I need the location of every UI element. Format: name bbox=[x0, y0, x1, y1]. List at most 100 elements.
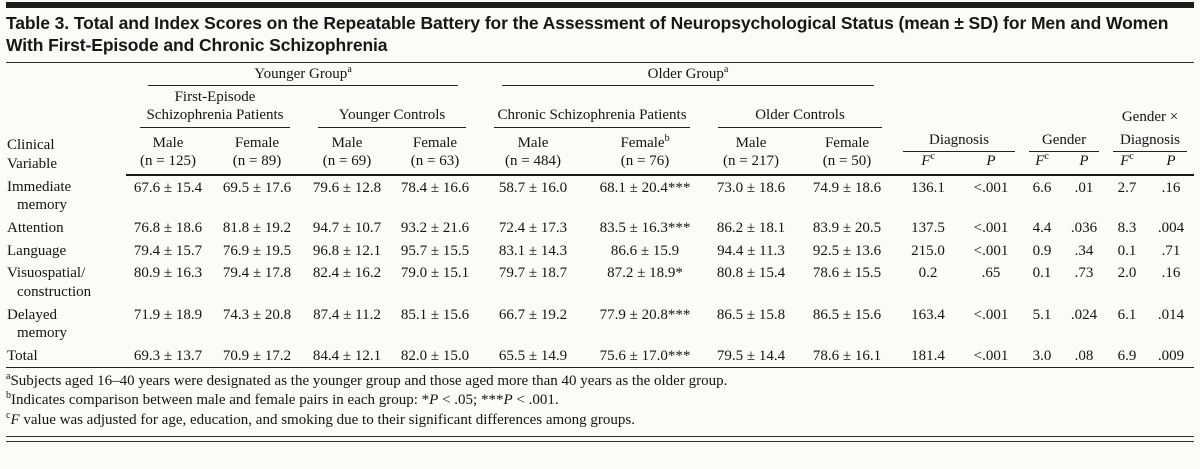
value-cell: 6.1 bbox=[1117, 306, 1137, 323]
value-cell: 79.4 ± 15.7 bbox=[133, 242, 203, 259]
column-header-n: (n = 217) bbox=[704, 151, 799, 177]
column-header-f: Fc bbox=[896, 150, 961, 177]
value-cell: .009 bbox=[1148, 344, 1195, 368]
subgroup-older-controls: Older Controls bbox=[704, 86, 896, 128]
table-row: Total 69.3 ± 13.7 70.9 ± 17.2 84.4 ± 12.1 82… bbox=[6, 344, 1195, 368]
header-spacer bbox=[1022, 86, 1106, 128]
header-spacer bbox=[896, 65, 1194, 86]
column-header-f: Fc bbox=[1022, 151, 1063, 177]
table-row: Delayed memory 71.9 ± 18.9 74.3 ± 20.8 87.4… bbox=[6, 303, 1194, 344]
value-cell: 65.5 ± 14.9 bbox=[480, 344, 587, 368]
footnote-marker-a: a bbox=[347, 63, 352, 75]
group-label: Older Group bbox=[647, 65, 724, 82]
table-body: Immediate memory 67.6 ± 15.4 69.5 ± 17.6 79… bbox=[6, 175, 1195, 368]
value-cell: 86.6 ± 15.9 bbox=[610, 242, 680, 259]
footnote-b: bIndicates comparison between male and f… bbox=[6, 390, 559, 409]
value-cell: 0.1 bbox=[1032, 265, 1052, 282]
value-cell: .08 bbox=[1062, 344, 1107, 368]
table-title: Table 3. Total and Index Scores on the R… bbox=[6, 13, 1169, 56]
value-cell: 76.9 ± 19.5 bbox=[222, 242, 292, 259]
value-cell: 67.6 ± 15.4 bbox=[133, 179, 203, 196]
value-cell: 82.4 ± 16.2 bbox=[312, 265, 382, 282]
value-cell: .34 bbox=[1074, 242, 1094, 259]
column-header-n: (n = 89) bbox=[210, 151, 304, 177]
value-cell: 86.5 ± 15.6 bbox=[812, 306, 882, 323]
column-header-n: (n = 125) bbox=[126, 151, 210, 177]
clinical-variable-header: Clinical Variable bbox=[7, 136, 57, 172]
value-cell: 79.4 ± 17.8 bbox=[222, 265, 292, 282]
column-header-n: (n = 484) bbox=[480, 151, 587, 177]
stat-group-diagnosis: Diagnosis bbox=[896, 128, 1022, 152]
value-cell: 5.1 bbox=[1032, 306, 1052, 323]
row-label: Attention bbox=[7, 219, 64, 236]
value-cell: 0.9 bbox=[1032, 242, 1052, 259]
group-header-row: Younger Groupa Older Groupa bbox=[6, 63, 1194, 87]
table-row: Visuospatial/ construction 80.9 ± 16.3 79.… bbox=[6, 262, 1194, 303]
value-cell: 84.4 ± 12.1 bbox=[304, 344, 390, 368]
value-cell: 79.5 ± 14.4 bbox=[704, 344, 799, 368]
row-label: Language bbox=[7, 242, 67, 259]
n-header-row: (n = 125) (n = 89) (n = 69) (n = 63) (n … bbox=[6, 150, 1195, 177]
value-cell: 2.0 bbox=[1117, 265, 1137, 282]
value-cell: <.001 bbox=[973, 219, 1009, 236]
value-cell: 81.8 ± 19.2 bbox=[222, 219, 292, 236]
column-header-sex: Female bbox=[234, 134, 280, 151]
value-cell: 87.4 ± 11.2 bbox=[313, 306, 381, 323]
value-cell: 2.7 bbox=[1117, 179, 1137, 196]
footnotes: aSubjects aged 16–40 years were designat… bbox=[6, 368, 1194, 434]
value-cell: 78.6 ± 15.5 bbox=[812, 265, 882, 282]
column-header-sex: Male bbox=[735, 134, 767, 151]
value-cell: 83.9 ± 20.5 bbox=[812, 219, 882, 236]
table-row: Immediate memory 67.6 ± 15.4 69.5 ± 17.6 79… bbox=[6, 175, 1194, 216]
column-header-p: P bbox=[1062, 151, 1107, 177]
column-header-sex: Female bbox=[824, 134, 870, 151]
value-cell: 3.0 bbox=[1022, 344, 1063, 368]
row-label: Total bbox=[6, 344, 126, 368]
value-cell: .73 bbox=[1074, 265, 1094, 282]
footnote-c: cF value was adjusted for age, education… bbox=[6, 409, 636, 428]
value-cell: 86.5 ± 15.8 bbox=[716, 306, 786, 323]
group-header-older: Older Groupa bbox=[480, 63, 896, 87]
value-cell: 73.0 ± 18.6 bbox=[716, 179, 786, 196]
footnote-a: aSubjects aged 16–40 years were designat… bbox=[6, 370, 728, 389]
stat-group-gender-diagnosis-line1: Gender × bbox=[1121, 109, 1179, 126]
value-cell: 163.4 bbox=[911, 306, 945, 323]
value-cell: .16 bbox=[1161, 265, 1181, 282]
column-header-sex: Male bbox=[331, 134, 363, 151]
table-row: Language 79.4 ± 15.7 76.9 ± 19.5 96.8 ± 12.… bbox=[6, 239, 1194, 262]
value-cell: .004 bbox=[1157, 219, 1185, 236]
value-cell: 95.7 ± 15.5 bbox=[400, 242, 470, 259]
value-cell: 82.0 ± 15.0 bbox=[390, 344, 481, 368]
column-header-p: P bbox=[1148, 151, 1195, 177]
value-cell: 71.9 ± 18.9 bbox=[133, 306, 203, 323]
column-header-n: (n = 69) bbox=[304, 151, 390, 177]
value-cell: 137.5 bbox=[911, 219, 945, 236]
value-cell: 75.6 ± 17.0*** bbox=[586, 344, 705, 368]
value-cell: 86.2 ± 18.1 bbox=[716, 219, 786, 236]
footnote-marker-a: a bbox=[723, 63, 729, 75]
value-cell: <.001 bbox=[973, 306, 1009, 323]
subgroup-chronic: Chronic Schizophrenia Patients bbox=[480, 86, 704, 128]
value-cell: 70.9 ± 17.2 bbox=[210, 344, 304, 368]
sex-header-row: Clinical Variable Male Female Male Female… bbox=[6, 128, 1194, 172]
value-cell: 74.3 ± 20.8 bbox=[222, 306, 292, 323]
column-header-sex: Female bbox=[412, 134, 458, 151]
value-cell: 96.8 ± 12.1 bbox=[312, 242, 382, 259]
bottom-double-rule bbox=[6, 436, 1194, 443]
value-cell: .16 bbox=[1161, 179, 1181, 196]
value-cell: 6.6 bbox=[1032, 179, 1052, 196]
value-cell: .01 bbox=[1074, 179, 1094, 196]
column-header-sex: Femaleb bbox=[620, 132, 670, 151]
table-figure: Table 3. Total and Index Scores on the R… bbox=[0, 2, 1200, 443]
value-cell: 69.5 ± 17.6 bbox=[222, 179, 292, 196]
column-header-sex: Male bbox=[152, 134, 184, 151]
header-spacer bbox=[6, 65, 126, 128]
value-cell: 78.4 ± 16.6 bbox=[400, 179, 470, 196]
value-cell: 0.1 bbox=[1117, 242, 1137, 259]
group-header-younger: Younger Groupa bbox=[126, 63, 480, 87]
value-cell: 74.9 ± 18.6 bbox=[812, 179, 882, 196]
footnote-marker-c: c bbox=[930, 150, 935, 162]
column-header-n: (n = 63) bbox=[390, 151, 481, 177]
value-cell: 4.4 bbox=[1032, 219, 1052, 236]
title-rule bbox=[6, 61, 1194, 63]
